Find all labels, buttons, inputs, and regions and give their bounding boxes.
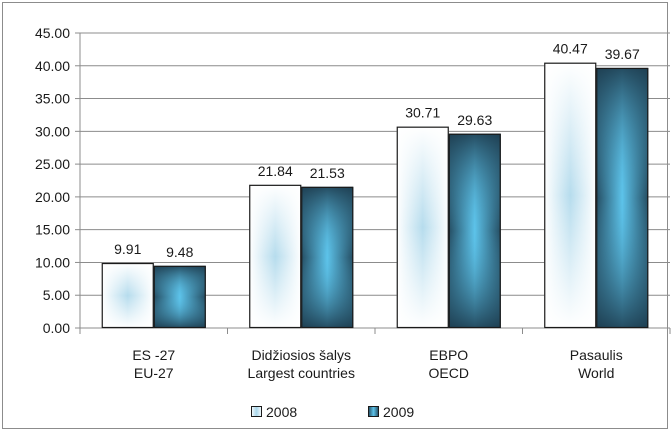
bar-shade <box>596 67 649 329</box>
y-tick-label: 40.00 <box>35 58 70 74</box>
legend-swatch-outline <box>368 406 379 417</box>
data-label: 21.53 <box>310 165 345 181</box>
x-category-label: World <box>578 365 614 381</box>
x-category-label: EBPO <box>429 347 468 363</box>
data-label: 9.48 <box>166 244 193 260</box>
bar-2008-1 <box>249 184 302 329</box>
bar-outline <box>448 133 501 329</box>
bar-outline <box>596 67 649 329</box>
x-category-label: ES -27 <box>132 347 175 363</box>
bar-2008-3 <box>544 62 597 329</box>
legend-swatch-2008 <box>251 406 262 417</box>
y-tick-label: 10.00 <box>35 254 70 270</box>
bar-outline <box>101 262 154 329</box>
bar-shade <box>249 184 302 328</box>
bar-2009-3 <box>596 67 649 329</box>
bar-outline <box>153 265 206 329</box>
bar-outline <box>396 126 449 329</box>
bar-2008-0 <box>101 262 154 329</box>
bar-shade <box>301 186 354 328</box>
x-category-label: Didžiosios šalys <box>251 347 351 363</box>
bar-2009-1 <box>301 186 354 329</box>
legend-swatch-fill <box>251 406 262 417</box>
data-label: 39.67 <box>605 46 640 62</box>
bar-2008-2 <box>396 126 449 329</box>
data-label: 9.91 <box>114 241 141 257</box>
y-tick-label: 30.00 <box>35 123 70 139</box>
data-label: 29.63 <box>457 112 492 128</box>
y-tick-label: 15.00 <box>35 222 70 238</box>
bar-outline <box>301 186 354 329</box>
y-tick-label: 0.00 <box>43 320 70 336</box>
bar-shade <box>101 263 154 328</box>
bar-outline <box>249 184 302 329</box>
bar-shade <box>448 133 501 328</box>
bar-2009-0 <box>153 265 206 329</box>
y-tick-label: 25.00 <box>35 156 70 172</box>
legend-label: 2009 <box>383 404 414 420</box>
data-label: 30.71 <box>405 105 440 121</box>
bar-2009-2 <box>448 133 501 329</box>
y-tick-label: 35.00 <box>35 91 70 107</box>
x-category-label: Largest countries <box>248 365 355 381</box>
legend-swatch-outline <box>251 406 262 417</box>
x-category-label: Pasaulis <box>570 347 623 363</box>
x-category-label: OECD <box>429 365 469 381</box>
bar-shade <box>544 62 597 329</box>
legend-swatch-2009 <box>368 406 379 417</box>
legend-swatch-fill <box>368 406 379 417</box>
data-label: 21.84 <box>258 163 293 179</box>
y-tick-label: 5.00 <box>43 287 70 303</box>
x-category-label: EU-27 <box>134 365 174 381</box>
data-label: 40.47 <box>553 41 588 57</box>
bar-shade <box>153 265 206 328</box>
bar-outline <box>544 62 597 329</box>
legend-label: 2008 <box>266 404 297 420</box>
y-tick-label: 45.00 <box>35 25 70 41</box>
bar-shade <box>396 126 449 328</box>
y-tick-label: 20.00 <box>35 189 70 205</box>
